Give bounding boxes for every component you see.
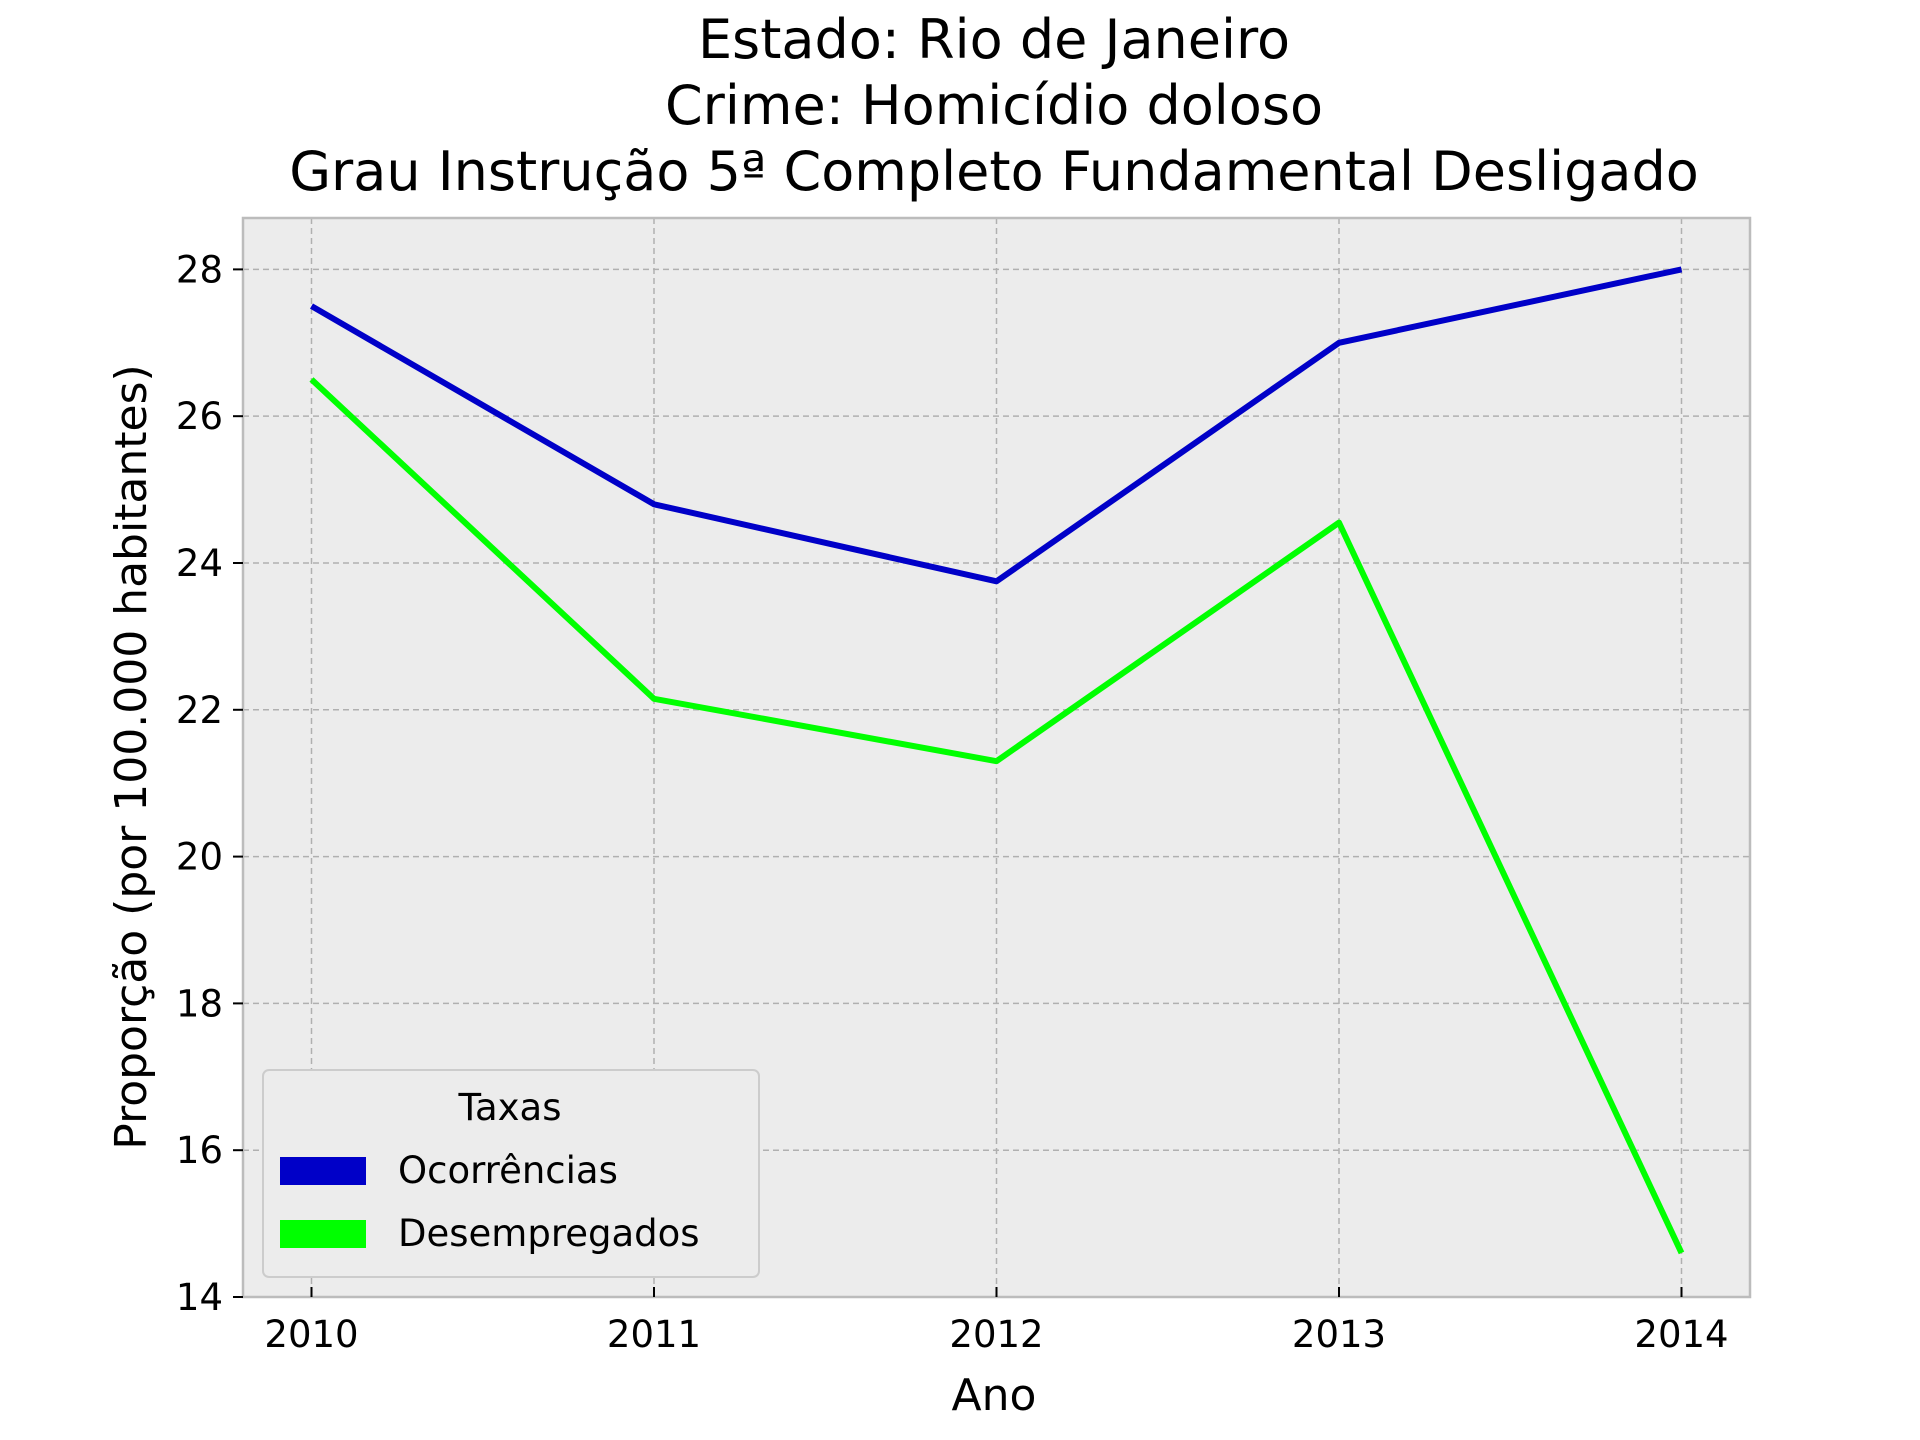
x-tick-label: 2011 (607, 1313, 701, 1356)
ticks: 2010 2011 2012 2013 2014 14 16 18 20 22 24 26 28 (176, 248, 1729, 1356)
legend: Taxas Ocorrências Desempregados (262, 1069, 760, 1278)
legend-box (262, 1069, 760, 1278)
y-tick-label: 26 (176, 395, 223, 438)
x-tick-label: 2010 (264, 1313, 358, 1356)
chart-title-line-3: Grau Instrução 5ª Completo Fundamental D… (289, 140, 1699, 203)
y-axis-label: Proporção (por 100.000 habitantes) (106, 364, 157, 1149)
y-tick-label: 28 (176, 248, 223, 291)
chart-title-line-1: Estado: Rio de Janeiro (698, 8, 1290, 71)
chart-title-line-2: Crime: Homicídio doloso (665, 74, 1323, 137)
y-tick-label: 18 (176, 982, 223, 1025)
legend-label-ocorrencias: Ocorrências (398, 1149, 618, 1192)
x-tick-label: 2012 (949, 1313, 1043, 1356)
y-tick-label: 16 (176, 1129, 223, 1172)
legend-title: Taxas (458, 1086, 562, 1129)
series-line-desempregados (309, 377, 1685, 1255)
y-tick-label: 14 (176, 1276, 223, 1319)
x-axis-label: Ano (952, 1370, 1037, 1421)
y-tick-label: 22 (176, 689, 223, 732)
legend-swatch-desempregados (280, 1220, 366, 1248)
series-line-ocorrencias (309, 266, 1683, 585)
x-tick-label: 2013 (1292, 1313, 1386, 1356)
legend-swatch-ocorrencias (280, 1157, 366, 1185)
legend-label-desempregados: Desempregados (398, 1212, 700, 1255)
series-layer (309, 266, 1685, 1255)
y-tick-label: 20 (176, 836, 223, 879)
y-tick-label: 24 (176, 542, 223, 585)
x-tick-label: 2014 (1634, 1313, 1728, 1356)
